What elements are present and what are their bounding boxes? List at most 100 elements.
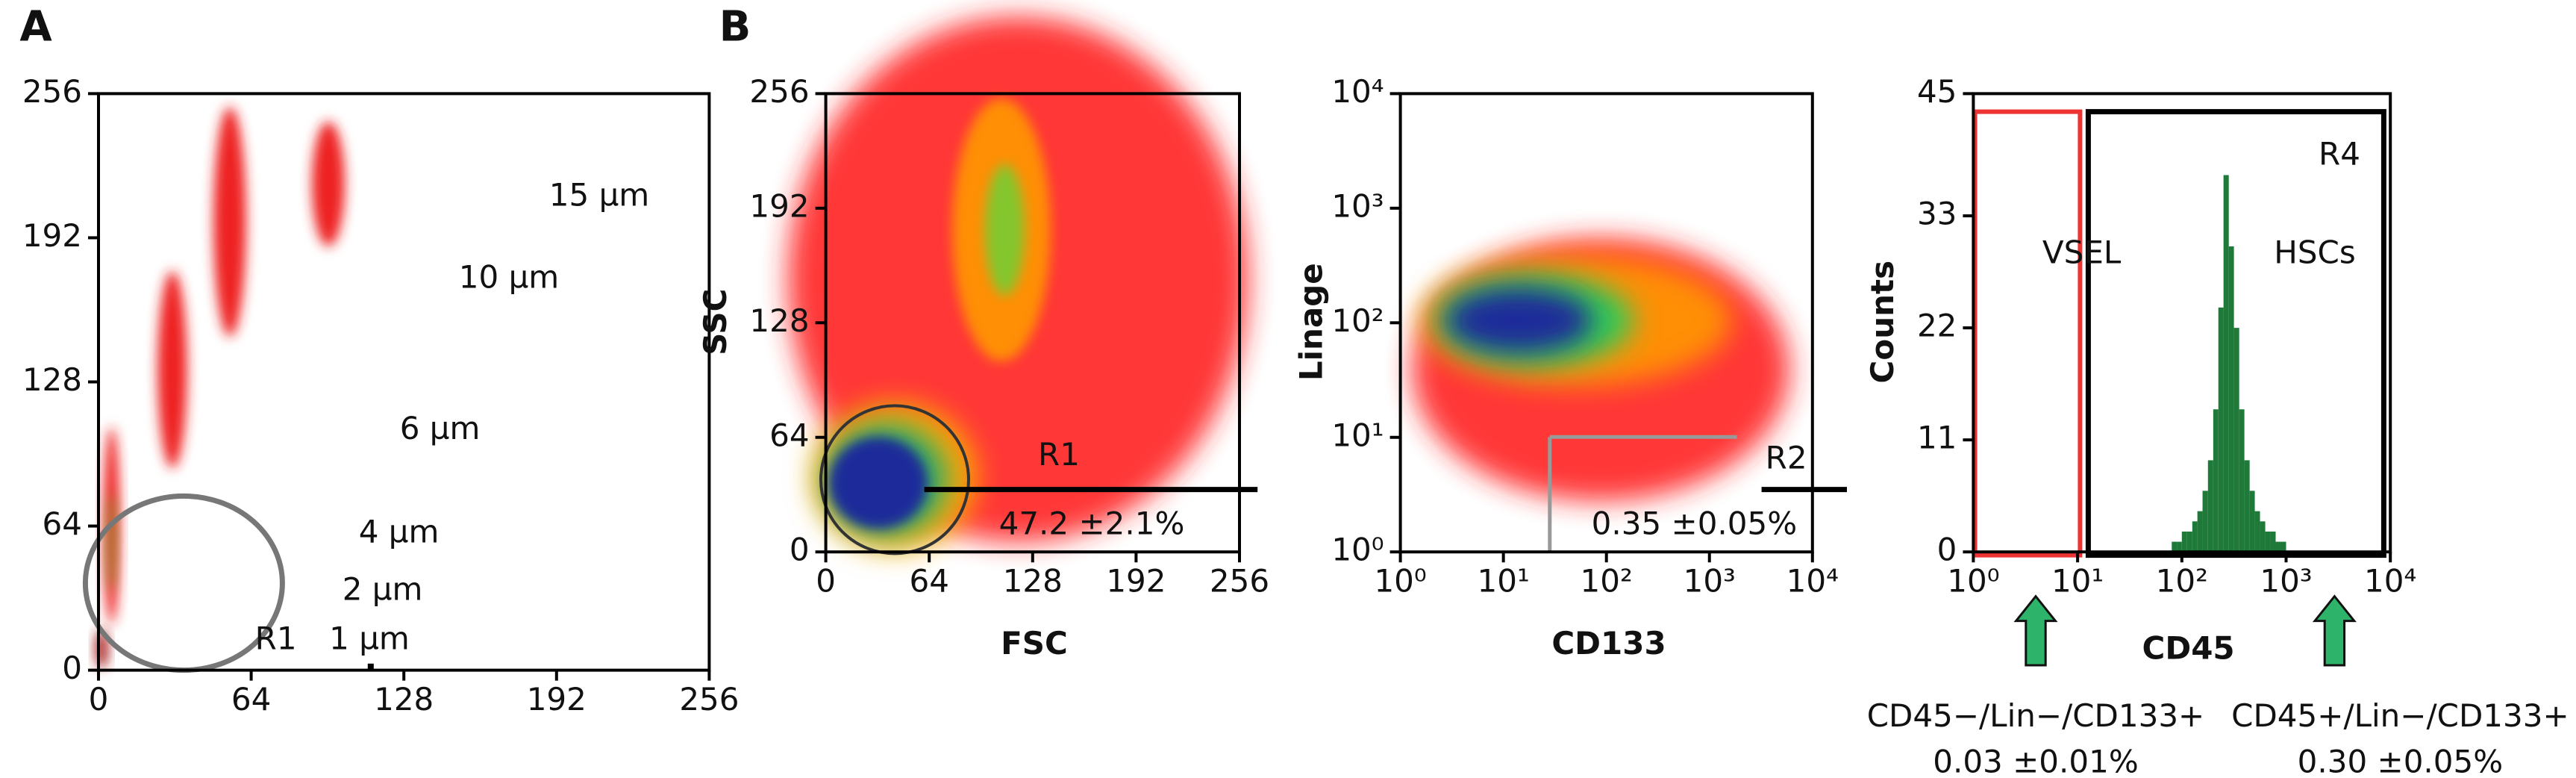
- cell-cloud: [1445, 287, 1592, 353]
- x-tick-label: 0: [89, 681, 109, 718]
- histogram-bar: [2197, 511, 2203, 553]
- arrow: [2013, 594, 2058, 667]
- y-axis-label: Counts: [1864, 261, 1901, 384]
- x-tick-label: 64: [231, 681, 271, 718]
- y-tick-label: 0: [62, 650, 82, 686]
- annotation: 10 µm: [459, 259, 559, 296]
- histogram-bar: [2186, 531, 2192, 553]
- cell-cloud: [107, 493, 117, 591]
- histogram-bar: [2192, 521, 2198, 553]
- footnote: 0.03 ±0.01%: [1933, 744, 2138, 778]
- annotation: 6 µm: [400, 410, 481, 446]
- y-tick-label: 22: [1917, 308, 1957, 344]
- footnote: CD45+/Lin−/CD133+: [2231, 697, 2569, 734]
- annotation: 47.2 ±2.1%: [999, 505, 1185, 542]
- x-axis-label: FSC: [1001, 625, 1068, 662]
- annotation: R2: [1766, 440, 1807, 476]
- x-tick-label: 192: [1106, 563, 1166, 600]
- annotation: 2 µm: [343, 571, 423, 608]
- y-tick-label: 192: [749, 187, 809, 224]
- cell-cloud: [829, 437, 928, 529]
- y-axis-label: Linage: [1293, 263, 1330, 381]
- y-tick-label: 256: [22, 73, 82, 110]
- gate: [819, 404, 970, 556]
- annotation: HSCs: [2274, 234, 2355, 271]
- x-tick-label: 10⁴: [2364, 563, 2416, 600]
- x-tick-label: 10⁰: [1947, 563, 1999, 600]
- histogram-bar: [2177, 541, 2182, 553]
- y-tick-label: 10⁰: [1331, 532, 1384, 568]
- annotation: R1: [1038, 436, 1080, 473]
- histogram-bar: [2223, 175, 2229, 553]
- footnote: CD45−/Lin−/CD133+: [1867, 697, 2205, 734]
- y-tick-label: 128: [749, 302, 809, 339]
- footnote: 0.30 ±0.05%: [2298, 744, 2503, 778]
- histogram-bar: [2265, 531, 2271, 553]
- x-tick-label: 10²: [1581, 563, 1633, 600]
- histogram-bar: [2207, 460, 2213, 553]
- x-tick-label: 10¹: [2051, 563, 2104, 600]
- y-tick-label: 64: [769, 417, 809, 453]
- y-tick-label: 128: [22, 361, 82, 398]
- y-tick-label: 10¹: [1331, 417, 1384, 453]
- histogram-bar: [2280, 541, 2286, 553]
- x-axis-label: CD45: [2142, 630, 2235, 667]
- y-tick-label: 10³: [1331, 187, 1384, 224]
- x-tick-label: 10³: [2260, 563, 2312, 600]
- annotation: 4 µm: [359, 514, 440, 550]
- y-tick-label: 45: [1917, 73, 1957, 110]
- x-tick-label: 64: [909, 563, 948, 600]
- x-tick-label: 10³: [1684, 563, 1736, 600]
- histogram-bar: [2275, 541, 2281, 553]
- cell-cloud: [213, 107, 246, 337]
- x-axis-label: CD133: [1551, 625, 1666, 662]
- y-tick-label: 192: [22, 217, 82, 254]
- x-tick-label: 128: [374, 681, 434, 718]
- y-tick-label: 10⁴: [1331, 73, 1384, 110]
- histogram-bar: [2270, 531, 2276, 553]
- x-tick-label: 10⁰: [1374, 563, 1426, 600]
- y-tick-label: 33: [1917, 196, 1957, 232]
- y-tick-label: 64: [43, 505, 82, 542]
- y-tick-label: 10²: [1331, 302, 1384, 339]
- x-tick-label: 256: [1210, 563, 1269, 600]
- annotation: 0.35 ±0.05%: [1592, 505, 1797, 542]
- histogram-bar: [2202, 491, 2208, 553]
- x-tick-label: 192: [527, 681, 587, 718]
- x-tick-label: 10⁴: [1786, 563, 1839, 600]
- cell-cloud: [985, 164, 1025, 296]
- histogram-bar: [2181, 531, 2187, 553]
- cell-cloud: [312, 121, 345, 246]
- x-tick-label: 10¹: [1478, 563, 1530, 600]
- arrow: [2312, 594, 2357, 667]
- cell-cloud: [157, 271, 187, 468]
- x-tick-label: 128: [1003, 563, 1063, 600]
- panel-label: A: [19, 3, 52, 52]
- y-tick-label: 0: [1937, 532, 1957, 568]
- y-tick-label: 256: [749, 73, 809, 110]
- gate-vsel: [1972, 109, 2083, 558]
- y-tick-label: 0: [790, 532, 810, 568]
- histogram-bar: [2239, 409, 2245, 553]
- annotation: VSEL: [2042, 234, 2122, 271]
- x-tick-label: 0: [816, 563, 836, 600]
- gate-hsc: [2085, 109, 2386, 558]
- annotation: R1: [255, 620, 297, 657]
- histogram-bar: [2254, 511, 2260, 553]
- annotation: 1 µm: [329, 620, 410, 657]
- histogram-bar: [2249, 491, 2255, 553]
- annotation: 15 µm: [549, 177, 649, 214]
- histogram-bar: [2260, 521, 2266, 553]
- histogram-bar: [2233, 328, 2239, 553]
- histogram-bar: [2244, 460, 2250, 553]
- histogram-bar: [2213, 409, 2219, 553]
- y-axis-label: SSC: [697, 288, 734, 355]
- annotation: R4: [2319, 136, 2360, 172]
- panel-label: B: [719, 3, 751, 52]
- y-tick-label: 11: [1917, 420, 1957, 456]
- histogram-bar: [2172, 541, 2178, 553]
- x-tick-label: 256: [679, 681, 739, 718]
- marker: [367, 663, 374, 670]
